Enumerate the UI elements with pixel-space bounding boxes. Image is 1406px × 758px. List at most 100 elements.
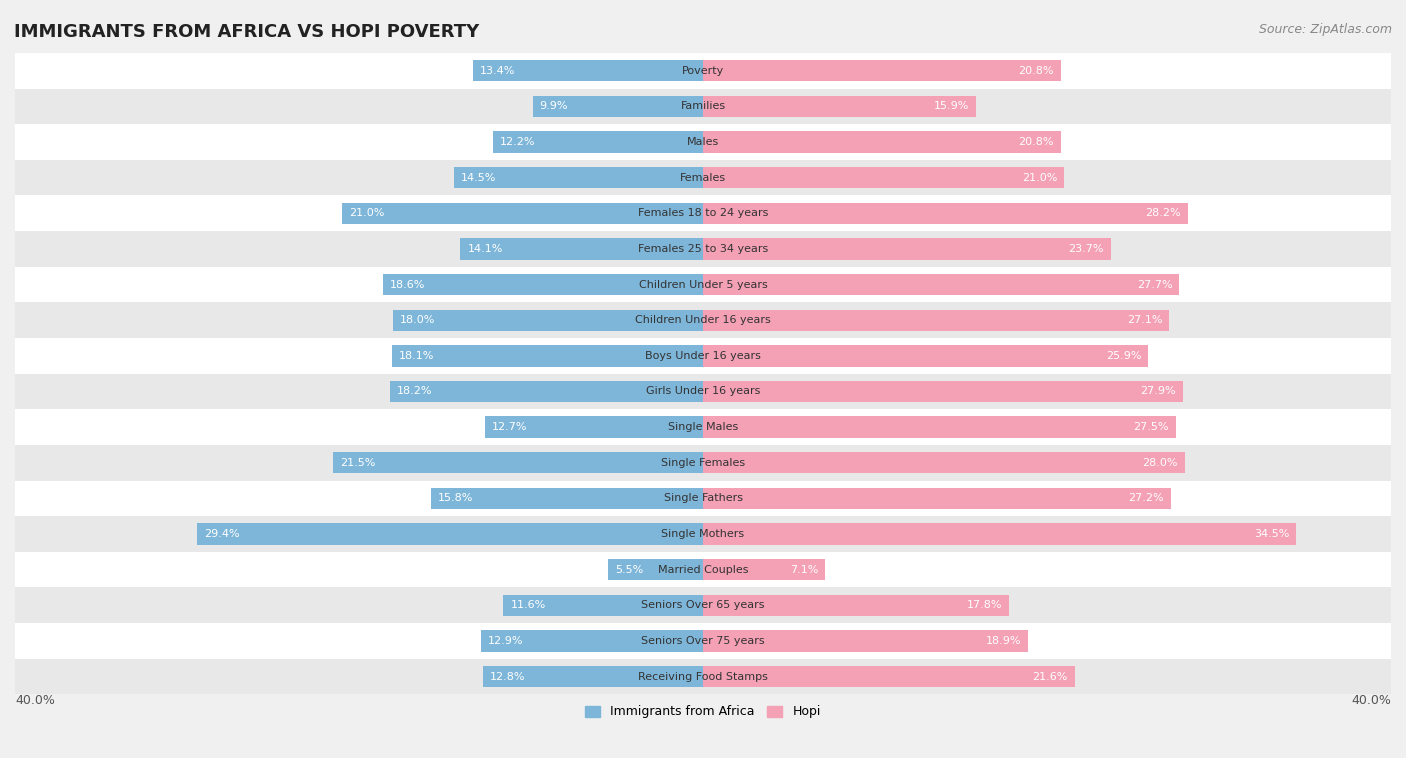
Text: 21.0%: 21.0%	[349, 208, 384, 218]
Text: 5.5%: 5.5%	[616, 565, 644, 575]
Bar	[15, 196, 1391, 231]
Text: Poverty: Poverty	[682, 66, 724, 76]
Bar	[609, 559, 703, 581]
Text: 18.1%: 18.1%	[398, 351, 434, 361]
Text: Seniors Over 75 years: Seniors Over 75 years	[641, 636, 765, 646]
Bar	[703, 630, 1028, 652]
Bar	[703, 416, 1175, 438]
Bar	[503, 594, 703, 616]
Text: Single Mothers: Single Mothers	[661, 529, 745, 539]
Bar	[703, 238, 1111, 259]
Text: Married Couples: Married Couples	[658, 565, 748, 575]
Text: 15.8%: 15.8%	[439, 493, 474, 503]
Bar	[432, 487, 703, 509]
Text: 27.5%: 27.5%	[1133, 422, 1170, 432]
Text: Receiving Food Stamps: Receiving Food Stamps	[638, 672, 768, 681]
Bar	[703, 523, 1296, 545]
Bar	[15, 409, 1391, 445]
Text: 12.9%: 12.9%	[488, 636, 523, 646]
Bar	[15, 338, 1391, 374]
Bar	[703, 309, 1170, 331]
Bar	[703, 131, 1060, 152]
Bar	[15, 623, 1391, 659]
Text: 18.9%: 18.9%	[986, 636, 1021, 646]
Bar	[15, 659, 1391, 694]
Text: 34.5%: 34.5%	[1254, 529, 1289, 539]
Bar	[15, 53, 1391, 89]
Bar	[703, 381, 1182, 402]
Bar	[15, 374, 1391, 409]
Text: 17.8%: 17.8%	[967, 600, 1002, 610]
Bar	[472, 60, 703, 81]
Text: 27.1%: 27.1%	[1126, 315, 1163, 325]
Bar	[15, 587, 1391, 623]
Text: Single Males: Single Males	[668, 422, 738, 432]
Bar	[485, 416, 703, 438]
Bar	[481, 630, 703, 652]
Bar	[703, 167, 1064, 188]
Bar	[15, 124, 1391, 160]
Text: 29.4%: 29.4%	[204, 529, 240, 539]
Text: 12.8%: 12.8%	[489, 672, 526, 681]
Bar	[482, 666, 703, 688]
Text: 28.2%: 28.2%	[1146, 208, 1181, 218]
Bar	[461, 238, 703, 259]
Bar	[15, 516, 1391, 552]
Text: 14.1%: 14.1%	[467, 244, 503, 254]
Text: Girls Under 16 years: Girls Under 16 years	[645, 387, 761, 396]
Text: 21.0%: 21.0%	[1022, 173, 1057, 183]
Bar	[703, 345, 1149, 367]
Text: 27.2%: 27.2%	[1129, 493, 1164, 503]
Text: IMMIGRANTS FROM AFRICA VS HOPI POVERTY: IMMIGRANTS FROM AFRICA VS HOPI POVERTY	[14, 23, 479, 41]
Text: 18.2%: 18.2%	[396, 387, 432, 396]
Text: Children Under 5 years: Children Under 5 years	[638, 280, 768, 290]
Bar	[533, 96, 703, 117]
Bar	[703, 60, 1060, 81]
Bar	[15, 481, 1391, 516]
Text: 40.0%: 40.0%	[15, 694, 55, 707]
Bar	[197, 523, 703, 545]
Bar	[15, 445, 1391, 481]
Text: 27.7%: 27.7%	[1137, 280, 1173, 290]
Bar	[703, 202, 1188, 224]
Bar	[703, 487, 1171, 509]
Bar	[703, 594, 1010, 616]
Bar	[382, 274, 703, 296]
Bar	[342, 202, 703, 224]
Text: 15.9%: 15.9%	[934, 102, 970, 111]
Bar	[389, 381, 703, 402]
Text: 20.8%: 20.8%	[1018, 66, 1054, 76]
Bar	[703, 96, 977, 117]
Bar	[703, 274, 1180, 296]
Text: Females 25 to 34 years: Females 25 to 34 years	[638, 244, 768, 254]
Bar	[394, 309, 703, 331]
Text: Males: Males	[688, 137, 718, 147]
Text: 20.8%: 20.8%	[1018, 137, 1054, 147]
Text: 27.9%: 27.9%	[1140, 387, 1175, 396]
Text: 9.9%: 9.9%	[540, 102, 568, 111]
Text: Females 18 to 24 years: Females 18 to 24 years	[638, 208, 768, 218]
Text: 12.7%: 12.7%	[492, 422, 527, 432]
Text: 14.5%: 14.5%	[461, 173, 496, 183]
Bar	[703, 452, 1185, 474]
Text: 13.4%: 13.4%	[479, 66, 515, 76]
Text: 25.9%: 25.9%	[1107, 351, 1142, 361]
Text: 21.5%: 21.5%	[340, 458, 375, 468]
Text: 18.6%: 18.6%	[389, 280, 426, 290]
Legend: Immigrants from Africa, Hopi: Immigrants from Africa, Hopi	[581, 700, 825, 723]
Text: 21.6%: 21.6%	[1032, 672, 1067, 681]
Text: 11.6%: 11.6%	[510, 600, 546, 610]
Text: Single Females: Single Females	[661, 458, 745, 468]
Text: 23.7%: 23.7%	[1069, 244, 1104, 254]
Text: 40.0%: 40.0%	[1351, 694, 1391, 707]
Text: Families: Families	[681, 102, 725, 111]
Bar	[15, 160, 1391, 196]
Bar	[454, 167, 703, 188]
Text: 28.0%: 28.0%	[1142, 458, 1178, 468]
Bar	[494, 131, 703, 152]
Text: Single Fathers: Single Fathers	[664, 493, 742, 503]
Text: Females: Females	[681, 173, 725, 183]
Bar	[15, 267, 1391, 302]
Text: Seniors Over 65 years: Seniors Over 65 years	[641, 600, 765, 610]
Text: 7.1%: 7.1%	[790, 565, 818, 575]
